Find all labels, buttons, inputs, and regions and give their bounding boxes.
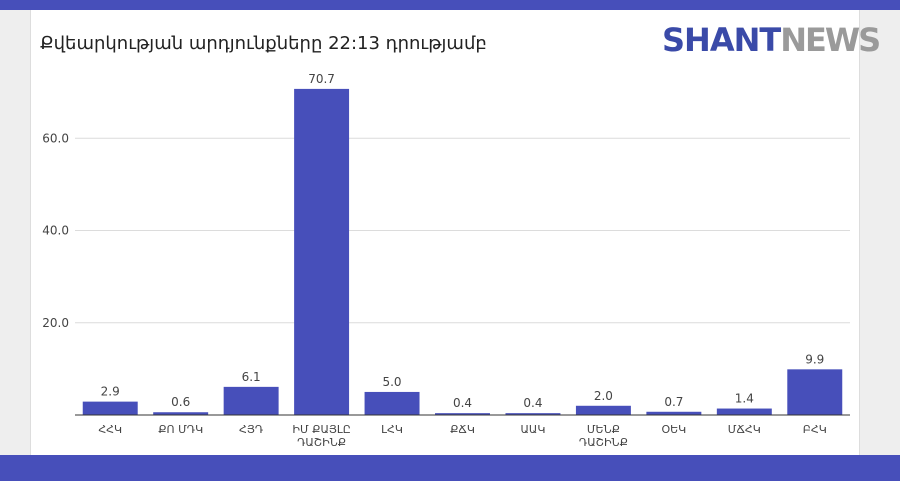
chart-title: Քվեարկության արդյունքները 22:13 դրությամ… [40, 33, 487, 54]
x-tick-label: ԼՀԿ [381, 423, 403, 436]
bar [716, 408, 772, 415]
logo-news-text: NEWS [780, 21, 881, 59]
top-accent-band [0, 0, 900, 10]
bar [82, 401, 138, 415]
y-tick-label: 20.0 [42, 316, 69, 330]
bar [505, 413, 561, 415]
x-tick-label: ՕԵԿ [661, 423, 686, 436]
chart-card [30, 10, 860, 455]
bar [153, 412, 209, 415]
data-label: 70.7 [308, 72, 335, 86]
axes: 20.0 40.0 60.0 ՀՀԿ ՔՈ ՄԴԿ ՀՅԴ ԻՄ ՔԱՅԼԸ ԴԱՇԻՆՔ ԼՀ… [42, 131, 850, 449]
x-tick-label: ՄԵՆՔ ԴԱՇԻՆՔ [579, 423, 628, 449]
x-tick-label: ՄՃՀԿ [728, 423, 761, 436]
right-margin [860, 10, 900, 455]
shantnews-logo[interactable]: SHANT NEWS [662, 21, 881, 59]
x-tick-label: ՔՃԿ [450, 423, 475, 436]
data-label: 0.7 [664, 395, 683, 409]
bottom-accent-band [0, 455, 900, 481]
data-label: 1.4 [735, 392, 754, 406]
data-labels: 2.9 0.6 6.1 70.7 5.0 0.4 0.4 2.0 0.7 1.4 9.9 [101, 72, 825, 410]
data-label: 6.1 [242, 370, 261, 384]
x-tick-label: ՔՈ ՄԴԿ [158, 423, 203, 436]
data-label: 0.4 [453, 396, 472, 410]
bar [575, 405, 631, 415]
bar [364, 391, 420, 415]
x-tick-label: ԻՄ ՔԱՅԼԸ ԴԱՇԻՆՔ [292, 423, 350, 449]
data-label: 0.6 [171, 395, 190, 409]
x-tick-label: ՀՅԴ [239, 423, 263, 436]
bar [294, 88, 350, 416]
x-tick-label: ԲՀԿ [803, 423, 827, 436]
data-label: 0.4 [523, 396, 542, 410]
bar [435, 413, 490, 415]
bars [82, 88, 843, 416]
data-label: 2.9 [101, 385, 120, 399]
x-tick-label: ԱԱԿ [521, 423, 546, 436]
data-label: 9.9 [805, 352, 824, 366]
y-tick-label: 60.0 [42, 131, 69, 145]
bar [223, 386, 279, 415]
left-margin [0, 10, 30, 455]
bar [787, 369, 843, 415]
y-tick-label: 40.0 [42, 224, 69, 238]
data-label: 2.0 [594, 389, 613, 403]
logo-shant-text: SHANT [662, 21, 781, 59]
x-tick-label: ՀՀԿ [98, 423, 122, 436]
gridlines [75, 137, 850, 324]
bar [646, 411, 702, 415]
data-label: 5.0 [382, 375, 401, 389]
